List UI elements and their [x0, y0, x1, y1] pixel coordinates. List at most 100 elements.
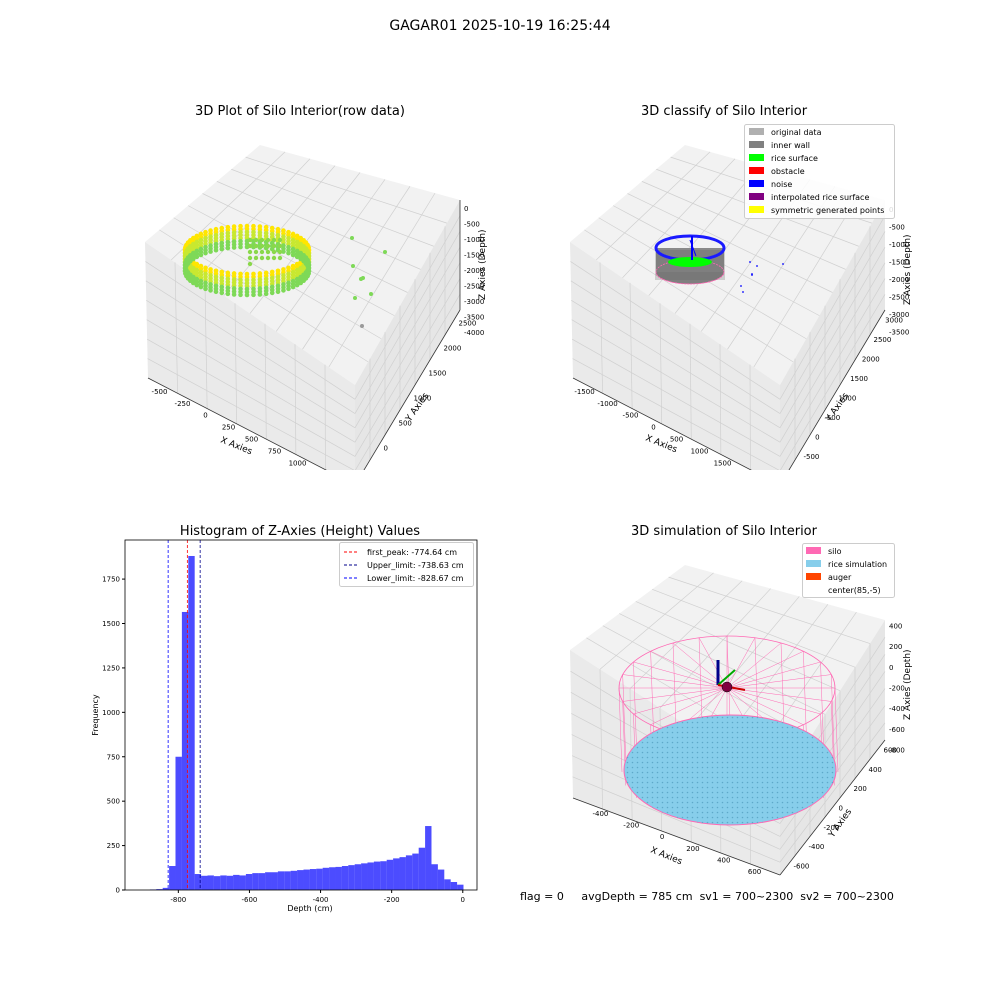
histogram-bar: [169, 866, 176, 890]
y-tick-label: -600: [794, 862, 810, 870]
histogram-bar: [457, 884, 464, 890]
histogram-bar: [361, 863, 368, 890]
z-tick-label: -600: [889, 726, 905, 734]
histogram-bar: [444, 879, 451, 890]
histogram-bar: [373, 861, 381, 890]
data-point: [353, 296, 357, 300]
legend-label: noise: [771, 180, 792, 189]
histogram-plot: -800 -600 -400 -200 0 0 250 500 750 1000 1250 1500 1…: [91, 539, 478, 913]
noise-point: [740, 285, 742, 287]
y-tick-label: 1000: [414, 395, 432, 403]
data-point: [238, 292, 243, 298]
data-point: [238, 244, 243, 250]
avg-depth-text: avgDepth = 785 cm: [581, 890, 693, 903]
y-tick-label: 0: [815, 433, 819, 441]
legend-label: rice surface: [771, 154, 818, 163]
histogram-bar: [290, 870, 298, 890]
data-point: [219, 290, 225, 296]
simulation-rice-surface: [623, 714, 837, 826]
data-point: [290, 252, 296, 258]
y-tick-label: -200: [824, 824, 840, 832]
data-point: [257, 292, 263, 297]
panel-classify-title: 3D classify of Silo Interior: [640, 104, 808, 119]
y-tick-label: 1500: [429, 370, 447, 378]
simulation-auger: [716, 660, 746, 693]
z-tick-label: -200: [889, 685, 905, 693]
z-tick-label: -3000: [464, 298, 484, 306]
data-point: [350, 236, 354, 240]
data-point: [265, 243, 271, 249]
z-tick-label: -500: [889, 223, 905, 231]
x-tick-label: 200: [686, 845, 699, 853]
classify-legend: original data inner wall rice surface obsta…: [744, 124, 895, 219]
legend-label: Upper_limit: -738.63 cm: [367, 561, 464, 570]
histogram-bar: [431, 864, 438, 890]
z-tick-label: 0: [464, 205, 468, 213]
histogram-bar: [322, 867, 330, 890]
histogram-bar: [329, 867, 336, 890]
data-point: [275, 289, 281, 295]
noise-point: [749, 261, 751, 263]
y-tick-label: 0: [839, 805, 843, 813]
y-tick-label: 400: [869, 766, 882, 774]
data-point: [265, 237, 271, 243]
x-tick-label: 500: [245, 436, 258, 444]
y-tick-label: 500: [107, 798, 120, 806]
legend-swatch: [749, 180, 764, 187]
data-point: [294, 282, 300, 288]
histogram-bar: [213, 876, 221, 890]
y-tick-label: -500: [369, 470, 385, 471]
histogram-bar: [233, 874, 240, 890]
z-tick-label: -2500: [889, 293, 909, 301]
histogram-bar: [412, 853, 419, 890]
histogram-legend: first_peak: -774.64 cm Upper_limit: -738.…: [339, 542, 474, 587]
histogram-bar: [258, 873, 266, 890]
legend-label: auger: [828, 573, 852, 582]
data-point: [265, 255, 271, 261]
data-point: [247, 249, 253, 255]
legend-label: interpolated rice surface: [771, 193, 869, 202]
histogram-ylabel: Frequency: [91, 694, 100, 736]
histogram-bar: [277, 871, 285, 890]
classify-zlabel: Z Axies (Depth): [903, 234, 913, 305]
z-tick-label: -1500: [889, 258, 909, 266]
x-tick-label: -800: [170, 896, 186, 904]
legend-label: symmetric generated points: [771, 206, 884, 215]
histogram-bar: [316, 868, 323, 890]
histogram-bar: [425, 826, 432, 890]
histogram-bar: [393, 858, 400, 890]
x-tick-label: 0: [203, 412, 207, 420]
data-point: [231, 292, 237, 297]
data-point: [194, 254, 200, 260]
data-point: [259, 249, 265, 255]
histogram-bar: [201, 875, 208, 890]
histogram-bar: [220, 875, 227, 890]
z-tick-label: -2500: [464, 283, 484, 291]
legend-swatch: [749, 193, 764, 200]
y-tick-label: 2000: [444, 345, 462, 353]
x-tick-label: 1000: [691, 447, 709, 455]
histogram-bar: [297, 870, 304, 890]
histogram-bar: [265, 872, 272, 890]
x-tick-label: 0: [660, 833, 664, 841]
y-tick-label: 1750: [102, 576, 120, 584]
legend-label: inner wall: [771, 141, 810, 150]
data-point: [351, 264, 355, 268]
status-footer: flag = 0 avgDepth = 785 cm sv1 = 700~230…: [520, 890, 894, 903]
histogram-xlabel: Depth (cm): [287, 904, 332, 913]
y-tick-label: 1250: [102, 664, 120, 672]
z-tick-label: -800: [889, 747, 905, 755]
x-tick-label: -1000: [597, 400, 617, 408]
z-tick-label: -1000: [464, 236, 484, 244]
histogram-bar: [335, 866, 342, 890]
histogram-bar: [437, 869, 445, 890]
data-point: [306, 266, 311, 271]
classify-cylinder-cloud: [654, 234, 726, 285]
histogram-bar: [354, 864, 362, 890]
figure-title: GAGAR01 2025-10-19 16:25:44: [389, 18, 611, 34]
data-point: [213, 247, 219, 253]
z-tick-label: -2000: [889, 276, 909, 284]
data-point: [253, 249, 259, 255]
histogram-bar: [181, 611, 189, 890]
legend-swatch: [749, 167, 764, 174]
